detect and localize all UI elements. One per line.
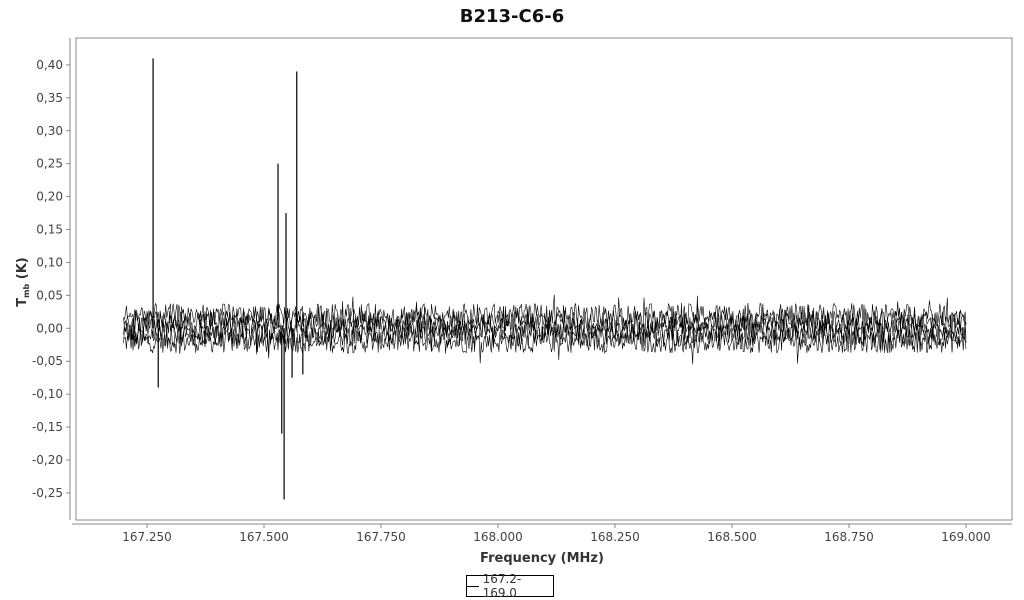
x-axis-label: Frequency (MHz) — [480, 551, 604, 566]
spectrum-traces — [123, 58, 967, 500]
x-tick-label: 168.500 — [707, 530, 757, 544]
chart-title: B213-C6-6 — [460, 6, 565, 27]
y-tick-label: 0,30 — [36, 124, 63, 138]
y-tick-label: -0,25 — [32, 486, 63, 500]
x-tick-label: 167.750 — [356, 530, 406, 544]
x-tick-label: 168.250 — [590, 530, 640, 544]
x-tick-label: 168.000 — [473, 530, 523, 544]
y-tick-label: 0,25 — [36, 157, 63, 171]
y-tick-label: -0,10 — [32, 387, 63, 401]
y-tick-label: 0,05 — [36, 288, 63, 302]
x-ticks: 167.250 167.500 167.750 168.000 168.250 168.5… — [122, 524, 991, 544]
x-tick-label: 167.250 — [122, 530, 172, 544]
legend[interactable]: 167.2-169.0 — [466, 572, 554, 600]
x-tick-label: 169.000 — [941, 530, 991, 544]
y-tick-label: 0,20 — [36, 190, 63, 204]
y-label-main: T — [15, 298, 30, 307]
y-ticks: 0,40 0,35 0,30 0,25 0,20 0,15 0,10 0,05 0,00 -0,0… — [32, 58, 70, 500]
legend-label: 167.2-169.0 — [482, 572, 522, 600]
y-tick-label: -0,20 — [32, 453, 63, 467]
x-tick-label: 167.500 — [239, 530, 289, 544]
legend-swatch — [467, 585, 479, 587]
y-tick-label: 0,00 — [36, 321, 63, 335]
noise-trace — [123, 294, 967, 341]
y-tick-label: 0,40 — [36, 58, 63, 72]
y-tick-label: 0,15 — [36, 223, 63, 237]
plot-area — [75, 37, 1013, 521]
y-label-sub: mb — [22, 284, 31, 298]
noise-trace — [123, 315, 967, 357]
y-tick-label: 0,10 — [36, 255, 63, 269]
y-tick-label: 0,35 — [36, 91, 63, 105]
y-label-unit: (K) — [15, 257, 30, 283]
y-tick-label: -0,15 — [32, 420, 63, 434]
svg-text:Tmb (K): Tmb (K) — [15, 257, 31, 306]
y-tick-label: -0,05 — [32, 354, 63, 368]
y-axis-label: Tmb (K) — [15, 257, 31, 306]
x-tick-label: 168.750 — [824, 530, 874, 544]
